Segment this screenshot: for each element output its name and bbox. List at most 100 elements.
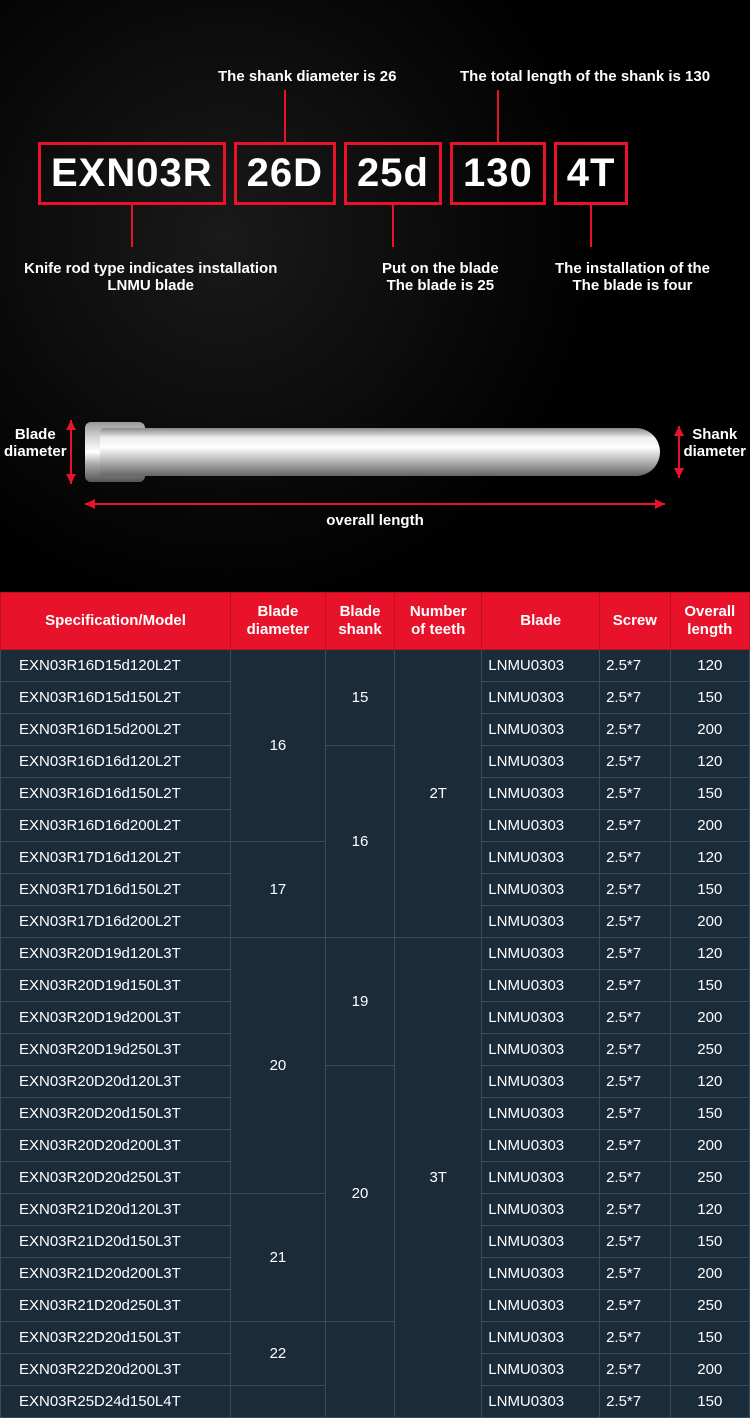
cell-blade: LNMU0303 bbox=[482, 1258, 600, 1290]
cell-spec: EXN03R20D19d120L3T bbox=[1, 938, 231, 970]
label-blade-diameter: Blade diameter bbox=[4, 426, 67, 460]
cell-blade: LNMU0303 bbox=[482, 682, 600, 714]
cell-screw: 2.5*7 bbox=[600, 1226, 671, 1258]
cell-screw: 2.5*7 bbox=[600, 938, 671, 970]
code-segment: EXN03R bbox=[38, 142, 226, 205]
cell-length: 200 bbox=[670, 1130, 749, 1162]
column-header: Bladediameter bbox=[231, 593, 326, 650]
column-header: Screw bbox=[600, 593, 671, 650]
cell-length: 150 bbox=[670, 778, 749, 810]
cell-screw: 2.5*7 bbox=[600, 1034, 671, 1066]
cell-length: 200 bbox=[670, 1354, 749, 1386]
code-segment: 130 bbox=[450, 142, 546, 205]
table-row: EXN03R22D20d150L3T22LNMU03032.5*7150 bbox=[1, 1322, 750, 1354]
cell-screw: 2.5*7 bbox=[600, 778, 671, 810]
cell-length: 250 bbox=[670, 1162, 749, 1194]
code-callout: The shank diameter is 26 bbox=[218, 68, 396, 85]
cell-spec: EXN03R22D20d200L3T bbox=[1, 1354, 231, 1386]
cell-length: 120 bbox=[670, 650, 749, 682]
cell-length: 250 bbox=[670, 1290, 749, 1322]
cell-length: 120 bbox=[670, 842, 749, 874]
code-callout: The total length of the shank is 130 bbox=[460, 68, 710, 85]
cell-screw: 2.5*7 bbox=[600, 810, 671, 842]
cell-blade: LNMU0303 bbox=[482, 1002, 600, 1034]
table-row: EXN03R20D20d120L3T20LNMU03032.5*7120 bbox=[1, 1066, 750, 1098]
cell-screw: 2.5*7 bbox=[600, 874, 671, 906]
cell-length: 120 bbox=[670, 746, 749, 778]
cell-spec: EXN03R20D19d150L3T bbox=[1, 970, 231, 1002]
cell-spec: EXN03R20D20d250L3T bbox=[1, 1162, 231, 1194]
cell-blade-diameter: 20 bbox=[231, 938, 326, 1194]
cell-spec: EXN03R17D16d200L2T bbox=[1, 906, 231, 938]
cell-blade-shank: 15 bbox=[325, 650, 394, 746]
cell-blade: LNMU0303 bbox=[482, 1098, 600, 1130]
cell-length: 120 bbox=[670, 1066, 749, 1098]
cell-blade-shank: 20 bbox=[325, 1066, 394, 1322]
cell-spec: EXN03R20D20d120L3T bbox=[1, 1066, 231, 1098]
cell-screw: 2.5*7 bbox=[600, 1258, 671, 1290]
label-shank-diameter: Shank diameter bbox=[683, 426, 746, 460]
cell-blade: LNMU0303 bbox=[482, 810, 600, 842]
cell-screw: 2.5*7 bbox=[600, 1130, 671, 1162]
cell-blade: LNMU0303 bbox=[482, 1354, 600, 1386]
column-header: Numberof teeth bbox=[395, 593, 482, 650]
table-row: EXN03R16D15d120L2T16152TLNMU03032.5*7120 bbox=[1, 650, 750, 682]
cell-blade-diameter: 16 bbox=[231, 650, 326, 842]
cell-length: 200 bbox=[670, 810, 749, 842]
dim-line bbox=[0, 400, 2, 510]
cell-blade: LNMU0303 bbox=[482, 842, 600, 874]
dim-arrow bbox=[70, 420, 72, 484]
cell-length: 150 bbox=[670, 970, 749, 1002]
cell-screw: 2.5*7 bbox=[600, 714, 671, 746]
cell-blade: LNMU0303 bbox=[482, 746, 600, 778]
cell-blade-diameter: 17 bbox=[231, 842, 326, 938]
column-header: Bladeshank bbox=[325, 593, 394, 650]
cell-spec: EXN03R17D16d150L2T bbox=[1, 874, 231, 906]
cell-length: 150 bbox=[670, 874, 749, 906]
cell-blade-shank: 19 bbox=[325, 938, 394, 1066]
cell-blade: LNMU0303 bbox=[482, 714, 600, 746]
cell-length: 200 bbox=[670, 906, 749, 938]
cell-spec: EXN03R22D20d150L3T bbox=[1, 1322, 231, 1354]
cell-spec: EXN03R16D15d120L2T bbox=[1, 650, 231, 682]
cell-screw: 2.5*7 bbox=[600, 1194, 671, 1226]
cell-blade-diameter: 22 bbox=[231, 1322, 326, 1386]
column-header: Overalllength bbox=[670, 593, 749, 650]
cell-length: 150 bbox=[670, 1386, 749, 1418]
cell-length: 120 bbox=[670, 938, 749, 970]
dim-arrow bbox=[85, 503, 665, 505]
cell-blade: LNMU0303 bbox=[482, 778, 600, 810]
cell-screw: 2.5*7 bbox=[600, 906, 671, 938]
cell-blade: LNMU0303 bbox=[482, 1034, 600, 1066]
cell-screw: 2.5*7 bbox=[600, 842, 671, 874]
cell-blade: LNMU0303 bbox=[482, 1322, 600, 1354]
cell-length: 120 bbox=[670, 1194, 749, 1226]
cell-blade: LNMU0303 bbox=[482, 970, 600, 1002]
table-body: EXN03R16D15d120L2T16152TLNMU03032.5*7120… bbox=[1, 650, 750, 1418]
cell-screw: 2.5*7 bbox=[600, 1098, 671, 1130]
table-row: EXN03R16D16d120L2T16LNMU03032.5*7120 bbox=[1, 746, 750, 778]
cell-spec: EXN03R21D20d200L3T bbox=[1, 1258, 231, 1290]
table-row: EXN03R20D19d120L3T20193TLNMU03032.5*7120 bbox=[1, 938, 750, 970]
label-overall-length: overall length bbox=[0, 512, 750, 529]
cell-blade: LNMU0303 bbox=[482, 1162, 600, 1194]
dim-arrow bbox=[678, 426, 680, 478]
cell-spec: EXN03R20D20d200L3T bbox=[1, 1130, 231, 1162]
code-callout: Knife rod type indicates installation LN… bbox=[24, 260, 277, 294]
cell-blade: LNMU0303 bbox=[482, 1066, 600, 1098]
cell-screw: 2.5*7 bbox=[600, 1386, 671, 1418]
cell-blade: LNMU0303 bbox=[482, 1130, 600, 1162]
cell-spec: EXN03R16D15d150L2T bbox=[1, 682, 231, 714]
cell-spec: EXN03R16D15d200L2T bbox=[1, 714, 231, 746]
cell-spec: EXN03R16D16d150L2T bbox=[1, 778, 231, 810]
cell-blade: LNMU0303 bbox=[482, 906, 600, 938]
cell-spec: EXN03R20D19d250L3T bbox=[1, 1034, 231, 1066]
cell-spec: EXN03R17D16d120L2T bbox=[1, 842, 231, 874]
code-callout: The installation of the The blade is fou… bbox=[555, 260, 710, 294]
cell-length: 150 bbox=[670, 1226, 749, 1258]
cell-blade: LNMU0303 bbox=[482, 1226, 600, 1258]
cell-length: 200 bbox=[670, 1002, 749, 1034]
cell-screw: 2.5*7 bbox=[600, 650, 671, 682]
cell-blade-diameter: 21 bbox=[231, 1194, 326, 1322]
cell-screw: 2.5*7 bbox=[600, 746, 671, 778]
